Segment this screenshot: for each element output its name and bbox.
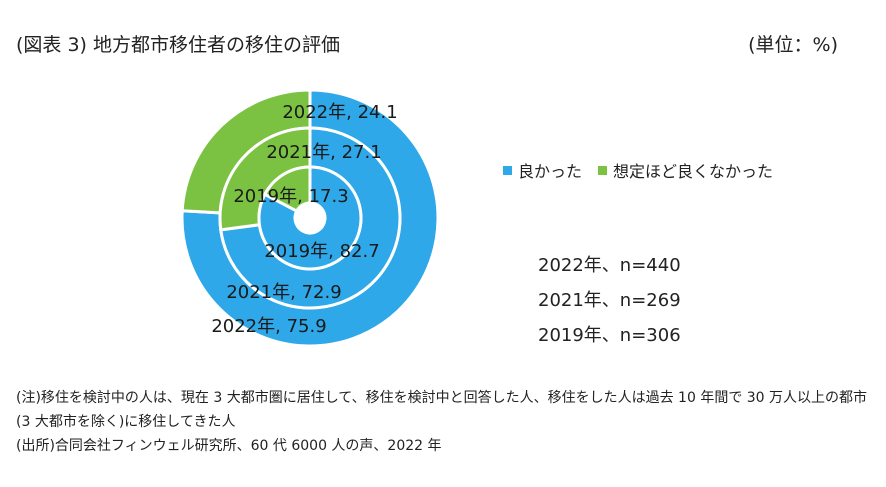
note-text: (注)移住を検討中の人は、現在 3 大都市圏に居住して、移住を検討中と回答した人… xyxy=(16,390,868,430)
data-label-2019年-good: 2019年, 82.7 xyxy=(264,241,379,262)
legend-swatch-good xyxy=(503,165,512,175)
sample-size-2019: 2019年、n=306 xyxy=(538,325,681,346)
ring-2019年-slice-not-good xyxy=(262,165,312,214)
sample-size-2021: 2021年、n=269 xyxy=(538,290,681,311)
legend-swatch-not-good xyxy=(598,165,608,175)
source-text: (出所)合同会社フィンウェル研究所、60 代 6000 人の声、2022 年 xyxy=(16,438,442,454)
legend-item-good: 良かった xyxy=(503,158,582,182)
legend: 良かった 想定ほど良くなかった xyxy=(503,158,789,182)
legend-label-good: 良かった xyxy=(518,162,583,181)
sample-size-2022: 2022年、n=440 xyxy=(538,255,681,276)
chart-title: (図表 3) 地方都市移住者の移住の評価 xyxy=(16,34,340,56)
data-label-2021年-good: 2021年, 72.9 xyxy=(226,282,341,303)
legend-item-not-good: 想定ほど良くなかった xyxy=(598,158,773,182)
data-label-2021年-not-good: 2021年, 27.1 xyxy=(266,142,381,163)
data-label-2022年-good: 2022年, 75.9 xyxy=(211,316,326,337)
data-label-2022年-not-good: 2022年, 24.1 xyxy=(282,102,397,123)
sample-sizes: 2022年、n=440 2021年、n=269 2019年、n=306 xyxy=(538,248,681,353)
ring-2019年-slice-good xyxy=(257,165,363,271)
footnotes: (注)移住を検討中の人は、現在 3 大都市圏に居住して、移住を検討中と回答した人… xyxy=(16,386,876,458)
data-label-2019年-not-good: 2019年, 17.3 xyxy=(233,186,348,207)
unit-label: (単位：%) xyxy=(748,34,838,56)
legend-label-not-good: 想定ほど良くなかった xyxy=(613,162,774,181)
